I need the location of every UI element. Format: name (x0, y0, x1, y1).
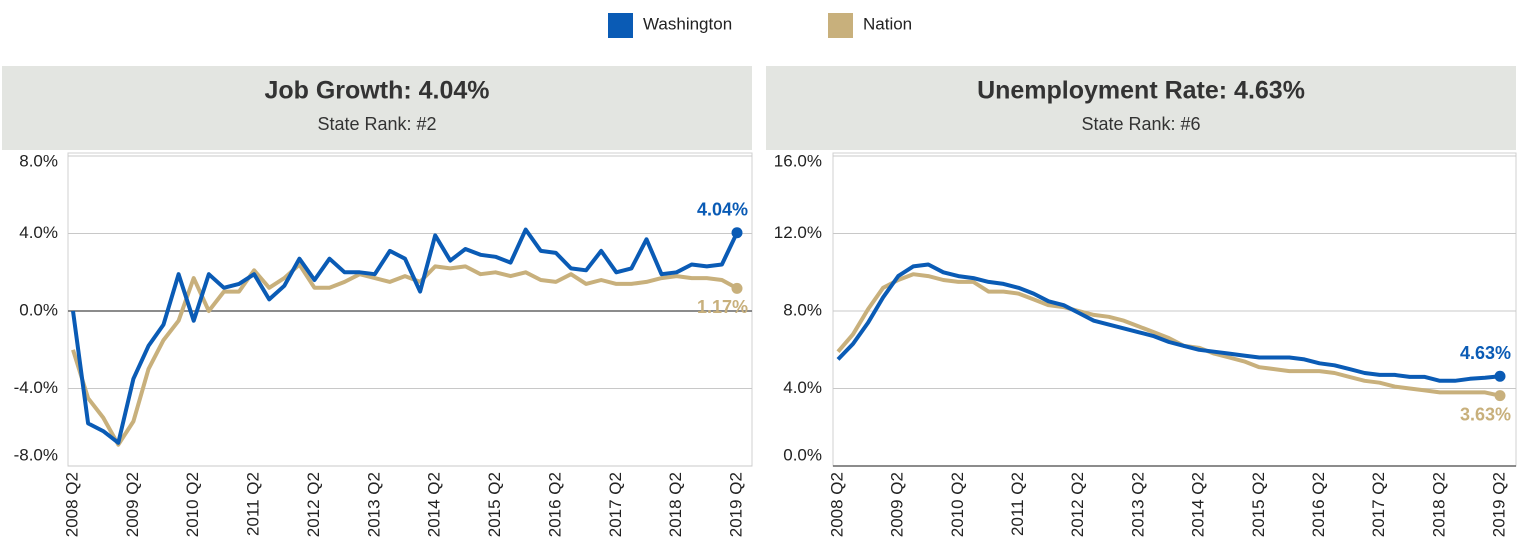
plot-frame (67, 152, 753, 467)
value-label: 3.63% (1460, 404, 1511, 424)
y-tick-label: 4.0% (783, 378, 822, 397)
y-tick-label: 12.0% (774, 223, 822, 242)
x-tick-label: 2016 Q2 (1309, 472, 1328, 537)
x-tick-label: 2014 Q2 (425, 472, 444, 537)
panel-subtitle: State Rank: #6 (1081, 114, 1200, 134)
x-tick-label: 2014 Q2 (1189, 472, 1208, 537)
plot-frame (832, 152, 1517, 467)
legend-label: Washington (643, 14, 732, 33)
y-tick-label: 8.0% (19, 151, 58, 170)
series-line (836, 262, 1501, 383)
x-tick-label: 2015 Q2 (485, 472, 504, 537)
end-point (1494, 370, 1506, 382)
x-tick-label: 2015 Q2 (1249, 472, 1268, 537)
x-tick-label: 2009 Q2 (123, 472, 142, 537)
y-tick-label: 0.0% (783, 445, 822, 464)
panel-header (2, 66, 752, 150)
value-label: 1.17% (697, 297, 748, 317)
panel-subtitle: State Rank: #2 (317, 114, 436, 134)
y-tick-label: 8.0% (783, 300, 822, 319)
y-tick-label: -4.0% (14, 378, 58, 397)
panel-title: Job Growth: 4.04% (264, 77, 489, 105)
x-tick-label: 2008 Q2 (62, 472, 81, 537)
x-tick-label: 2012 Q2 (304, 472, 323, 537)
x-tick-label: 2017 Q2 (1369, 472, 1388, 537)
x-tick-label: 2012 Q2 (1068, 472, 1087, 537)
x-tick-label: 2016 Q2 (545, 472, 564, 537)
x-tick-label: 2013 Q2 (1128, 472, 1147, 537)
series-line (836, 272, 1501, 398)
x-tick-label: 2017 Q2 (606, 472, 625, 537)
y-tick-label: -8.0% (14, 445, 58, 464)
x-tick-label: 2019 Q2 (726, 472, 745, 537)
panel: Unemployment Rate: 4.63% State Rank: #6 0.… (766, 66, 1517, 537)
x-tick-label: 2008 Q2 (827, 472, 846, 537)
legend-swatch (608, 13, 633, 38)
panel-title: Unemployment Rate: 4.63% (977, 77, 1305, 105)
y-tick-label: 0.0% (19, 300, 58, 319)
legend-swatch (828, 13, 853, 38)
y-tick-label: 4.0% (19, 223, 58, 242)
end-point (731, 227, 743, 239)
x-tick-label: 2013 Q2 (364, 472, 383, 537)
x-tick-label: 2019 Q2 (1489, 472, 1508, 537)
end-point (1494, 390, 1506, 402)
x-tick-label: 2009 Q2 (888, 472, 907, 537)
x-tick-label: 2018 Q2 (666, 472, 685, 537)
panel-header (766, 66, 1516, 150)
x-tick-label: 2011 Q2 (244, 472, 263, 536)
x-tick-label: 2018 Q2 (1429, 472, 1448, 537)
end-point (731, 282, 743, 294)
value-label: 4.04% (697, 199, 748, 219)
x-tick-label: 2010 Q2 (183, 472, 202, 537)
panel: Job Growth: 4.04% State Rank: #2 -8.0% -4.0… (2, 66, 753, 537)
series-line (71, 227, 739, 445)
x-tick-label: 2011 Q2 (1008, 472, 1027, 536)
legend-label: Nation (863, 14, 912, 33)
y-tick-label: 16.0% (774, 151, 822, 170)
x-tick-label: 2010 Q2 (948, 472, 967, 537)
value-label: 4.63% (1460, 343, 1511, 363)
series-line (71, 262, 738, 447)
